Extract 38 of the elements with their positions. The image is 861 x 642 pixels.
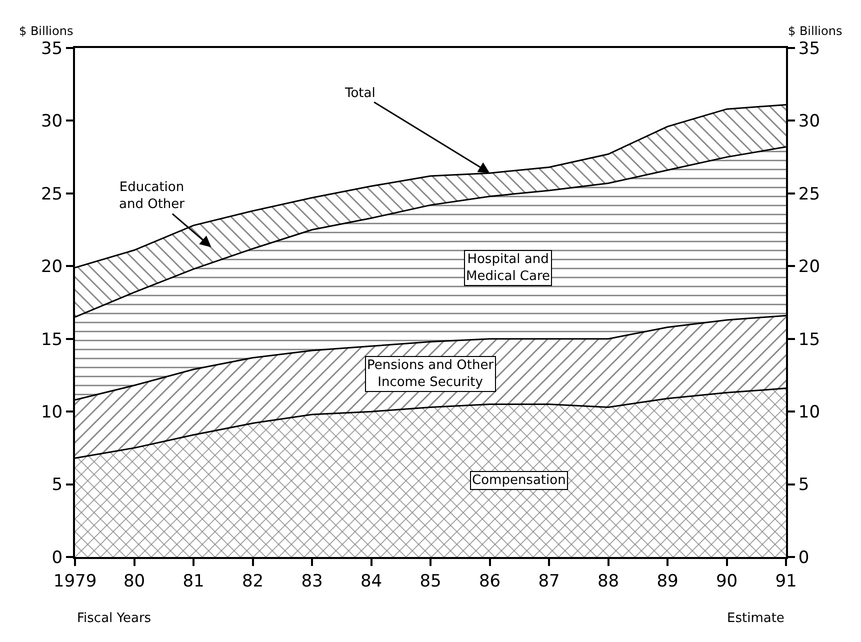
- y-tick-label: 5: [52, 475, 63, 496]
- y-tick-label: 10: [40, 402, 63, 423]
- y2-tick-label: 10: [798, 402, 820, 423]
- annotation: Total: [344, 86, 376, 101]
- series-label: Compensation: [472, 473, 566, 488]
- x-axis-title: Fiscal Years: [77, 611, 152, 626]
- series-label: Hospital and Medical Care: [466, 252, 550, 284]
- x-tick-label: 81: [182, 571, 204, 592]
- y2-tick-label: 30: [798, 112, 820, 132]
- x-tick-label: 91: [775, 571, 797, 592]
- y-tick-label: 35: [40, 38, 63, 59]
- y2-axis-title: $ Billions: [788, 24, 842, 38]
- series-label: Pensions and Other Income Security: [367, 358, 494, 390]
- y2-tick-label: 25: [798, 184, 820, 204]
- y2-tick-label: 35: [798, 38, 820, 59]
- y-axis-title: $ Billions: [19, 24, 74, 38]
- y-tick-label: 15: [40, 330, 63, 350]
- x-tick-label: 88: [597, 571, 620, 592]
- y-tick-label: 0: [52, 548, 63, 568]
- y2-tick-label: 5: [798, 475, 810, 496]
- x-tick-label: 1979: [53, 571, 97, 592]
- y2-tick-label: 0: [798, 548, 810, 568]
- y-tick-label: 20: [40, 257, 63, 278]
- y-tick-label: 25: [40, 184, 63, 204]
- y2-tick-label: 15: [798, 330, 820, 350]
- y2-tick-label: 20: [798, 257, 820, 278]
- x-tick-label: 90: [716, 571, 738, 592]
- x-tick-label: 87: [538, 571, 560, 592]
- x-tick-label: 82: [242, 571, 264, 592]
- x-tick-label: 89: [656, 571, 678, 592]
- x-tick-label: 86: [478, 571, 501, 592]
- x-tick-label: 83: [301, 571, 323, 592]
- x-tick-label: 80: [123, 571, 146, 592]
- x-tick-label: 85: [420, 571, 442, 592]
- series-label: Education and Other: [119, 180, 186, 212]
- x-tick-label: 84: [360, 571, 382, 592]
- text: Estimate: [727, 611, 784, 626]
- y-tick-label: 30: [40, 112, 63, 132]
